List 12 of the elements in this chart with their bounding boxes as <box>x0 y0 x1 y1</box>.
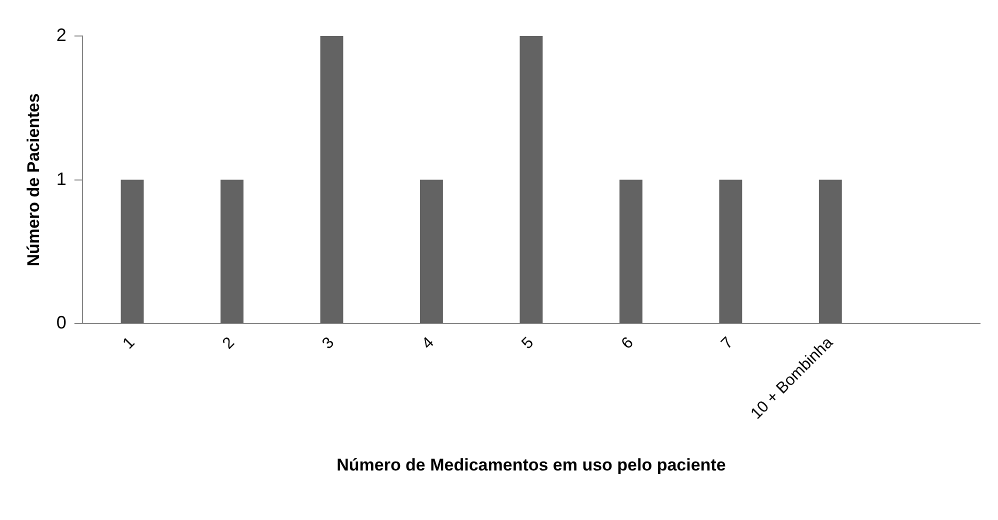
x-tick-label: 3 <box>319 334 338 353</box>
y-tick-label: 1 <box>56 168 66 189</box>
x-tick-label: 2 <box>220 334 238 353</box>
x-tick-label: 7 <box>718 334 737 353</box>
x-axis-title: Número de Medicamentos em uso pelo paciente <box>336 455 726 474</box>
x-tick-label: 5 <box>518 334 538 353</box>
y-axis-title: Número de Pacientes <box>24 93 43 266</box>
y-tick-label: 0 <box>56 312 66 333</box>
y-tick-label: 2 <box>56 24 66 45</box>
x-tick-label: 4 <box>419 334 438 353</box>
x-tick-label: 1 <box>120 334 138 353</box>
x-tick-label: 6 <box>618 334 637 353</box>
